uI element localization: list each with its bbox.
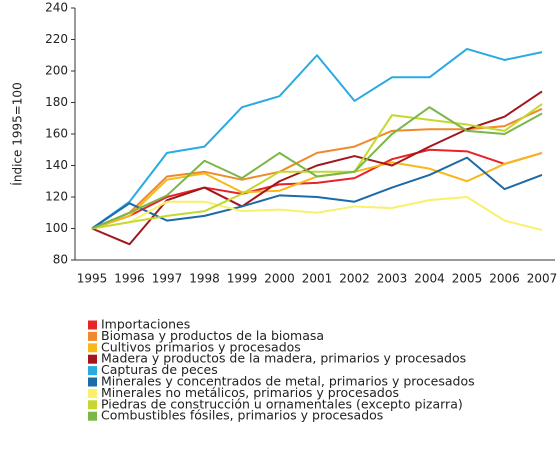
- legend-swatch: [88, 388, 97, 398]
- x-tick-label: 2005: [452, 272, 483, 286]
- legend-label: Biomasa y productos de la biomasa: [101, 328, 324, 343]
- series-line: [91, 156, 543, 230]
- y-tick-label: 240: [45, 1, 68, 15]
- x-tick-label: 2002: [339, 272, 370, 286]
- y-tick-label: 140: [45, 158, 68, 172]
- legend-swatch: [88, 366, 97, 376]
- y-tick-label: 120: [45, 190, 68, 204]
- x-tick-label: 1999: [227, 272, 258, 286]
- legend-label: Importaciones: [101, 317, 190, 332]
- legend-label: Combustibles fósiles, primarios y proces…: [101, 408, 383, 423]
- x-tick-label: 2004: [414, 272, 445, 286]
- y-tick-label: 180: [45, 95, 68, 109]
- x-tick-label: 2007: [527, 272, 558, 286]
- x-tick-label: 1998: [189, 272, 220, 286]
- legend-swatch: [88, 354, 97, 364]
- y-tick-label: 220: [45, 32, 68, 46]
- series-line: [91, 47, 543, 230]
- x-tick-label: 1996: [114, 272, 145, 286]
- y-axis-label: Índice 1995=100: [10, 82, 25, 185]
- legend-label: Minerales no metálicos, primarios y proc…: [101, 385, 399, 400]
- x-tick-label: 1997: [152, 272, 183, 286]
- legend-swatch: [88, 343, 97, 353]
- x-tick-label: 1995: [77, 272, 108, 286]
- legend-label: Capturas de peces: [101, 362, 218, 377]
- x-tick-label: 2006: [489, 272, 520, 286]
- series-line: [91, 196, 543, 232]
- legend-label: Piedras de construcción u ornamentales (…: [101, 396, 463, 411]
- legend-label: Cultivos primarios y procesados: [101, 339, 301, 354]
- series-line: [91, 106, 543, 230]
- y-tick-label: 160: [45, 127, 68, 141]
- legend-swatch: [88, 320, 97, 330]
- legend-swatch: [88, 331, 97, 341]
- legend-label: Minerales y concentrados de metal, prima…: [101, 374, 475, 389]
- x-tick-label: 2000: [264, 272, 295, 286]
- series-line: [91, 148, 543, 230]
- y-tick-label: 80: [53, 253, 68, 267]
- series-line: [91, 103, 543, 230]
- x-tick-label: 2003: [377, 272, 408, 286]
- x-tick-label: 2001: [302, 272, 333, 286]
- y-tick-label: 200: [45, 64, 68, 78]
- legend-label: Madera y productos de la madera, primari…: [101, 351, 466, 366]
- series-line: [91, 90, 543, 246]
- legend-swatch: [88, 411, 97, 421]
- y-tick-label: 100: [45, 221, 68, 235]
- legend-swatch: [88, 400, 97, 410]
- legend-swatch: [88, 377, 97, 387]
